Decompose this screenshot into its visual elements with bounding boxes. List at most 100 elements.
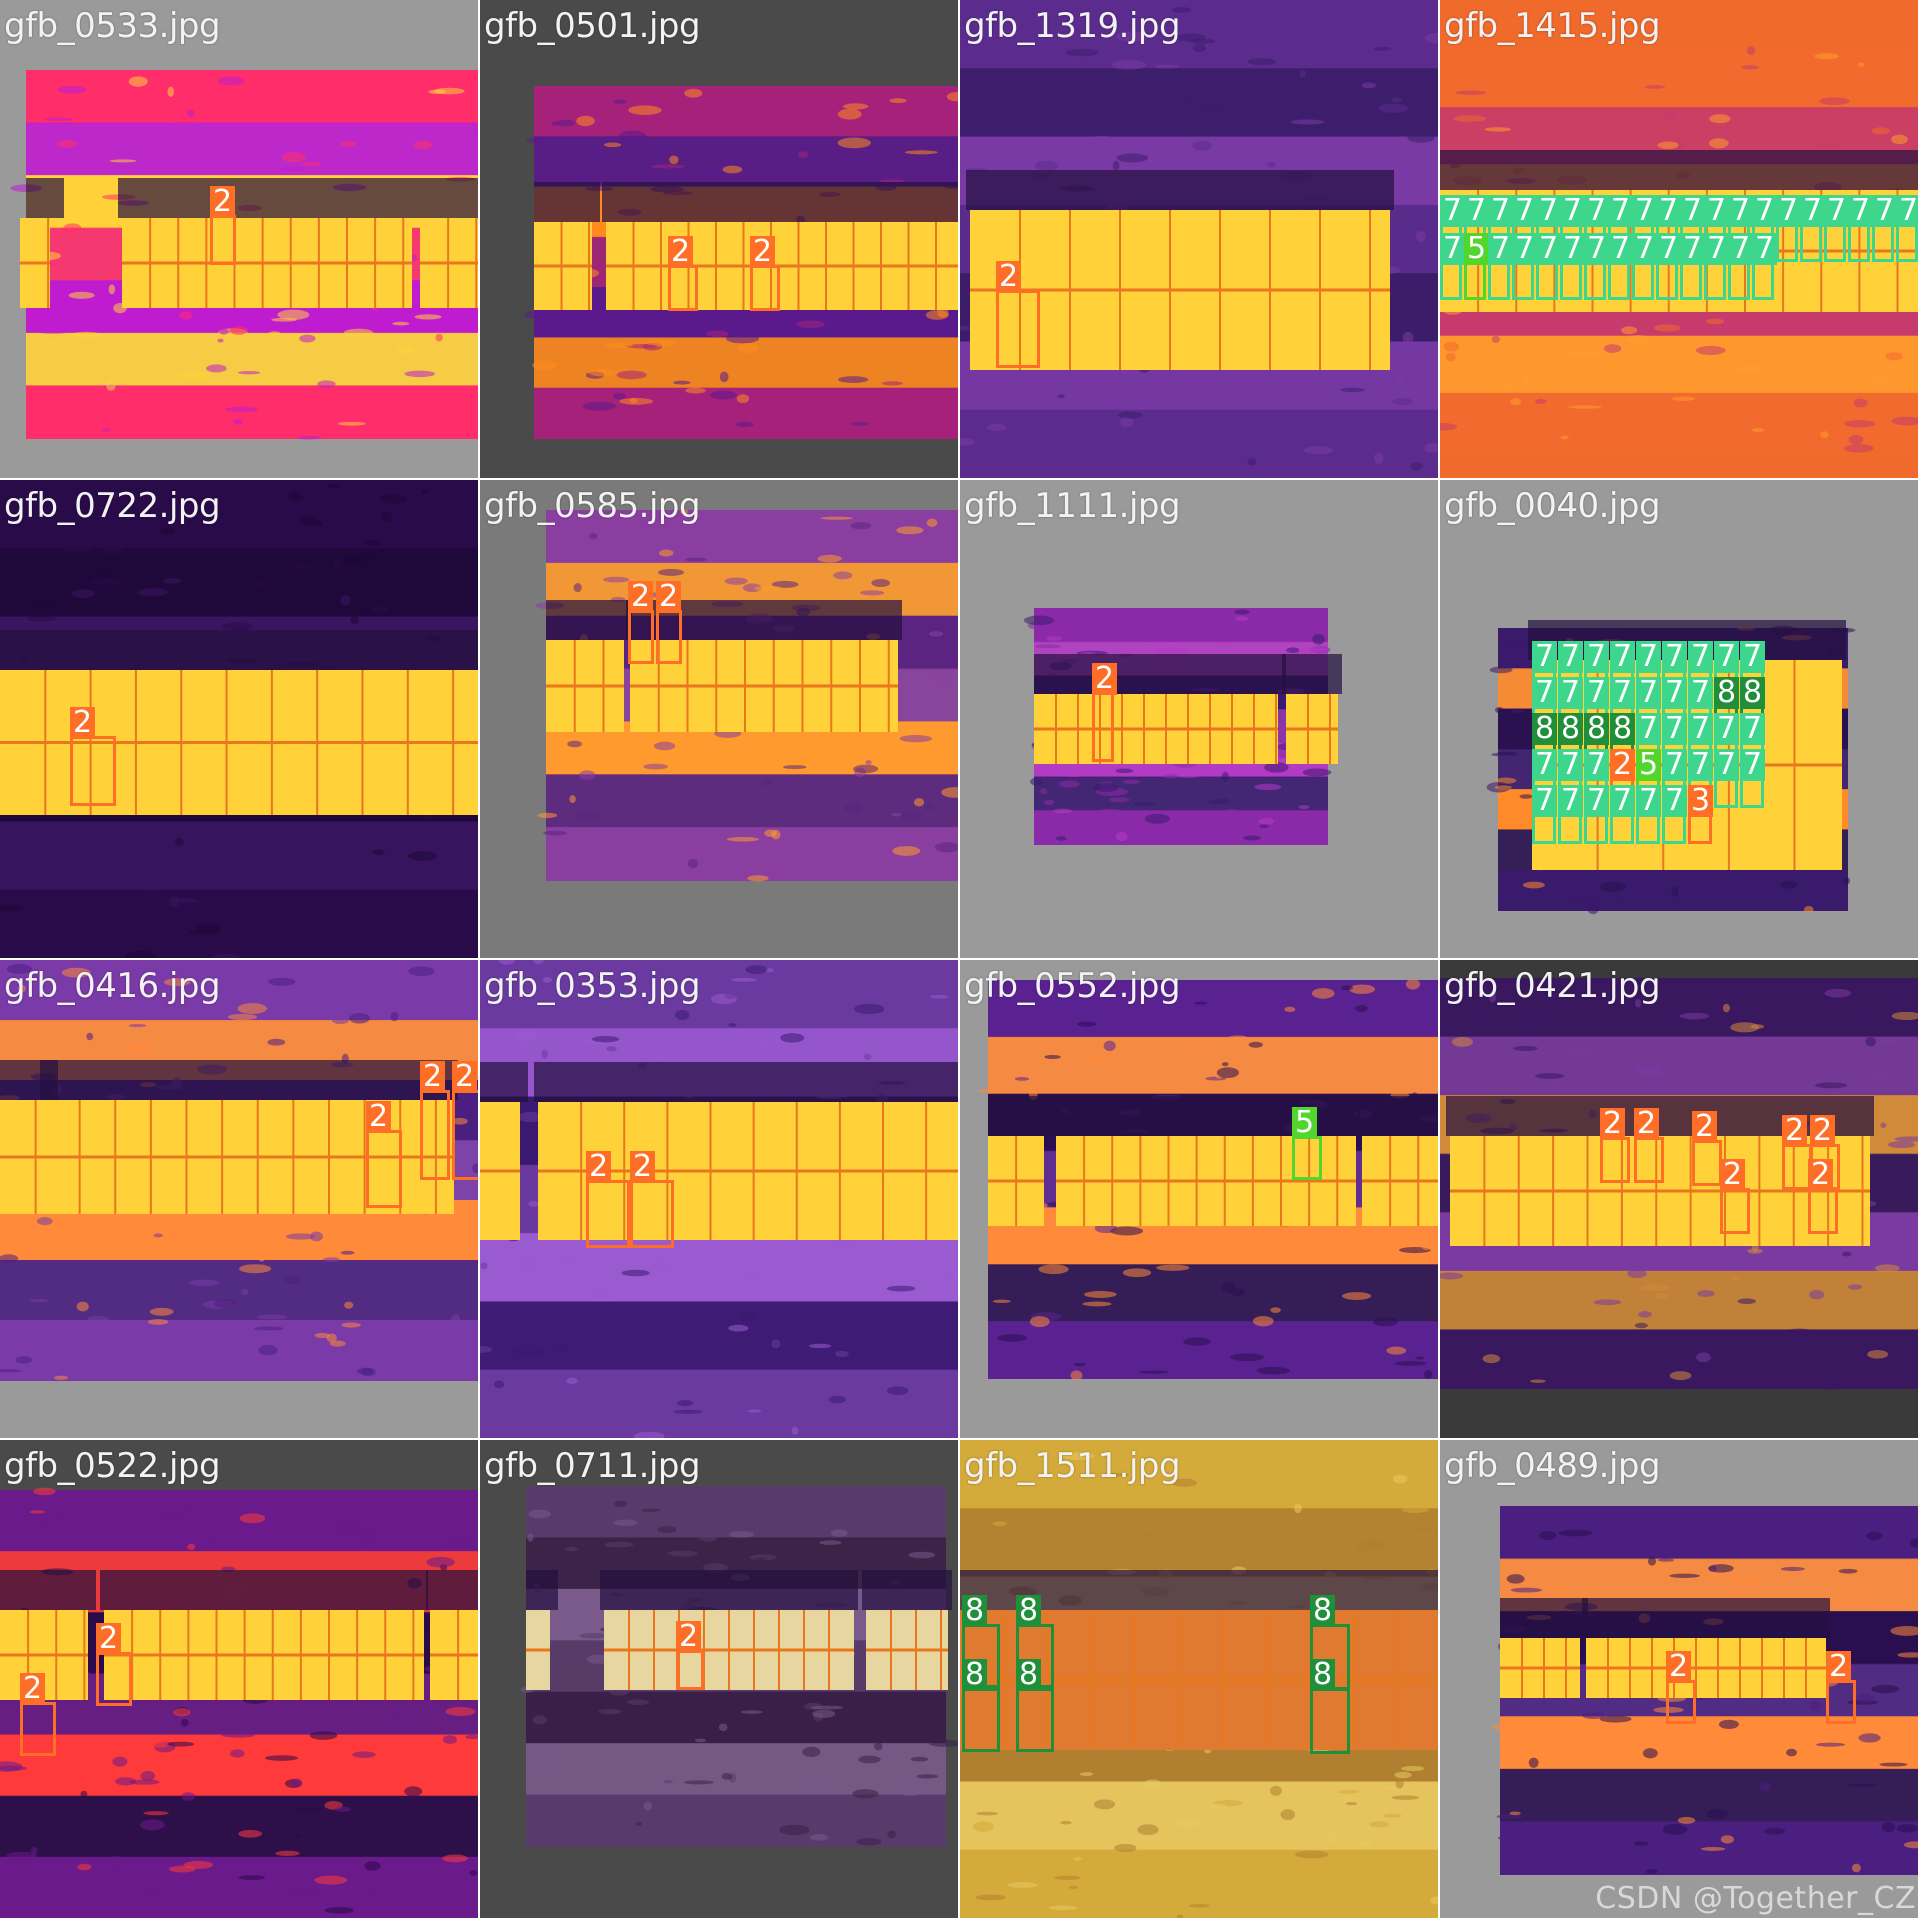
detection-box: 7 xyxy=(1728,233,1754,300)
detection-label: 7 xyxy=(1440,233,1466,265)
detection-label: 2 xyxy=(1634,1108,1660,1140)
detection-label: 7 xyxy=(1558,677,1584,709)
detection-label: 7 xyxy=(1532,641,1558,673)
image-filename: gfb_0522.jpg xyxy=(4,1446,221,1486)
detection-label: 3 xyxy=(1688,785,1714,817)
image-filename: gfb_1415.jpg xyxy=(1444,6,1661,46)
detection-label: 2 xyxy=(96,1623,122,1655)
detection-box: 7 xyxy=(1656,233,1682,300)
detection-box: 7 xyxy=(1896,195,1918,262)
detection-box: 5 xyxy=(1464,233,1490,300)
detection-box: 2 xyxy=(1092,663,1118,762)
detection-label: 7 xyxy=(1728,195,1754,227)
detection-label: 7 xyxy=(1728,233,1754,265)
detection-box: 2 xyxy=(750,236,780,311)
detection-box: 7 xyxy=(1608,233,1634,300)
detection-label: 2 xyxy=(750,236,776,268)
detection-box: 7 xyxy=(1662,641,1688,700)
detection-box: 7 xyxy=(1848,195,1874,262)
detection-label: 2 xyxy=(996,261,1022,293)
detection-label: 7 xyxy=(1536,233,1562,265)
detection-box: 7 xyxy=(1662,749,1688,808)
detection-label: 7 xyxy=(1584,785,1610,817)
detection-box: 7 xyxy=(1610,785,1636,844)
detection-box: 8 xyxy=(1016,1659,1054,1752)
thermal-image xyxy=(480,480,958,958)
detection-box: 7 xyxy=(1704,233,1730,300)
detection-label: 7 xyxy=(1636,713,1662,745)
detection-label: 7 xyxy=(1740,713,1766,745)
detection-label: 7 xyxy=(1610,677,1636,709)
detection-label: 7 xyxy=(1662,749,1688,781)
detection-label: 8 xyxy=(962,1595,988,1627)
image-filename: gfb_0421.jpg xyxy=(1444,966,1661,1006)
detection-label: 8 xyxy=(1558,713,1584,745)
detection-label: 7 xyxy=(1536,195,1562,227)
detection-label: 7 xyxy=(1512,195,1538,227)
detection-label: 7 xyxy=(1688,713,1714,745)
detection-label: 2 xyxy=(1826,1651,1852,1683)
detection-box: 7 xyxy=(1662,785,1688,844)
detection-label: 7 xyxy=(1610,785,1636,817)
detection-box: 2 xyxy=(210,186,236,265)
detection-label: 8 xyxy=(1016,1659,1042,1691)
detection-label: 7 xyxy=(1662,713,1688,745)
detection-label: 7 xyxy=(1656,195,1682,227)
detection-label: 7 xyxy=(1532,677,1558,709)
detection-box: 2 xyxy=(630,1151,674,1248)
detection-label: 7 xyxy=(1714,749,1740,781)
detection-box: 7 xyxy=(1440,233,1466,300)
detection-box: 2 xyxy=(586,1151,630,1248)
image-filename: gfb_0040.jpg xyxy=(1444,486,1661,526)
detection-label: 2 xyxy=(628,581,654,613)
mosaic-tile: 2 gfb_0722.jpg xyxy=(0,480,478,958)
detection-label: 5 xyxy=(1636,749,1662,781)
mosaic-tile: 2 2 gfb_0489.jpg xyxy=(1440,1440,1918,1918)
detection-box: 2 xyxy=(96,1623,132,1706)
detection-label: 2 xyxy=(1092,663,1118,695)
thermal-image xyxy=(480,960,958,1438)
thermal-image xyxy=(960,960,1438,1438)
mosaic-tile: 8 8 8 8 8 8 gfb_1511.jpg xyxy=(960,1440,1438,1918)
detection-label: 2 xyxy=(630,1151,656,1183)
detection-box: 2 xyxy=(366,1101,402,1208)
detection-label: 2 xyxy=(586,1151,612,1183)
detection-label: 7 xyxy=(1610,641,1636,673)
image-filename: gfb_0533.jpg xyxy=(4,6,221,46)
detection-label: 7 xyxy=(1662,785,1688,817)
image-filename: gfb_0585.jpg xyxy=(484,486,701,526)
detection-box: 2 xyxy=(1808,1159,1838,1234)
detection-label: 2 xyxy=(452,1061,478,1093)
mosaic-tile: 2 gfb_0533.jpg xyxy=(0,0,478,478)
detection-label: 7 xyxy=(1532,785,1558,817)
detection-label: 7 xyxy=(1532,749,1558,781)
mosaic-tile: 2 2 gfb_0585.jpg xyxy=(480,480,958,958)
detection-box: 2 xyxy=(1720,1159,1750,1234)
detection-box: 7 xyxy=(1714,749,1740,808)
detection-box: 2 xyxy=(1826,1651,1856,1724)
detection-label: 2 xyxy=(1810,1115,1836,1147)
detection-label: 7 xyxy=(1560,233,1586,265)
thermal-image xyxy=(960,480,1438,958)
detection-label: 7 xyxy=(1632,195,1658,227)
detection-box: 7 xyxy=(1512,233,1538,300)
detection-label: 7 xyxy=(1662,677,1688,709)
mosaic-tile: 2 gfb_0711.jpg xyxy=(480,1440,958,1918)
detection-label: 7 xyxy=(1662,641,1688,673)
detection-box: 7 xyxy=(1636,785,1662,844)
detection-box: 2 xyxy=(668,236,698,311)
detection-box: 7 xyxy=(1558,785,1584,844)
detection-label: 7 xyxy=(1704,195,1730,227)
detection-label: 2 xyxy=(366,1101,392,1133)
detection-label: 2 xyxy=(210,186,236,218)
detection-label: 7 xyxy=(1688,749,1714,781)
detection-label: 8 xyxy=(1532,713,1558,745)
mosaic-tile: 2 gfb_1111.jpg xyxy=(960,480,1438,958)
image-filename: gfb_1111.jpg xyxy=(964,486,1181,526)
detection-label: 7 xyxy=(1752,233,1778,265)
mosaic-tile: 2 2 2 2 2 2 2 gfb_0421.jpg xyxy=(1440,960,1918,1438)
detection-label: 7 xyxy=(1688,677,1714,709)
thermal-image xyxy=(480,0,958,478)
